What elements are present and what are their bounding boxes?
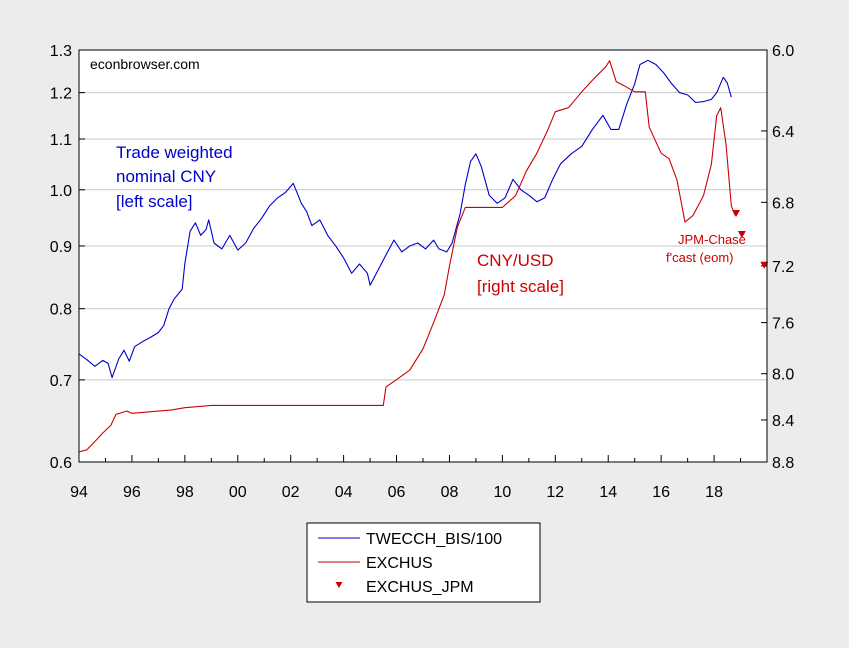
marker-exchus-jpm: [760, 261, 769, 269]
series-layer: [78, 59, 769, 453]
annotation-twc-line3: [left scale]: [116, 192, 193, 211]
legend-swatch-jpm: [335, 582, 343, 588]
x-tick-label: 94: [70, 484, 88, 501]
annotation-jpm-line1: JPM-Chase: [678, 232, 746, 247]
left-tick-label: 0.6: [50, 455, 72, 472]
right-tick-label: 7.6: [772, 316, 794, 333]
left-tick-label: 1.1: [50, 132, 72, 149]
right-tick-label: 6.0: [772, 43, 794, 60]
left-tick-label: 1.3: [50, 43, 72, 60]
right-tick-label: 8.4: [772, 413, 794, 430]
x-tick-label: 96: [123, 484, 141, 501]
left-tick-label: 1.2: [50, 86, 72, 103]
annotation-jpm-line2: f'cast (eom): [666, 250, 734, 265]
annotation-twc-line1: Trade weighted: [116, 143, 233, 162]
right-tick-label: 8.8: [772, 455, 794, 472]
watermark: econbrowser.com: [90, 56, 200, 72]
series-line-twecch-bis-100: [78, 59, 732, 379]
legend-label-jpm: EXCHUS_JPM: [366, 579, 474, 596]
x-tick-label: 10: [493, 484, 511, 501]
marker-exchus-jpm: [732, 209, 741, 217]
x-tick-label: 04: [335, 484, 353, 501]
x-tick-label: 98: [176, 484, 194, 501]
right-axis-labels: 6.0 6.4 6.8 7.2 7.6 8.0 8.4 8.8: [772, 43, 794, 472]
x-tick-label: 14: [599, 484, 617, 501]
x-tick-label: 18: [705, 484, 723, 501]
x-tick-label: 12: [546, 484, 564, 501]
left-tick-label: 1.0: [50, 183, 72, 200]
left-tick-label: 0.8: [50, 302, 72, 319]
grid: [79, 92, 767, 381]
x-tick-label: 00: [229, 484, 247, 501]
plot-frame: [78, 49, 768, 463]
legend-label-exchus: EXCHUS: [366, 555, 433, 572]
x-tick-label: 08: [441, 484, 459, 501]
annotation-exc-line1: CNY/USD: [477, 251, 554, 270]
left-axis-labels: 0.6 0.7 0.8 0.9 1.0 1.1 1.2 1.3: [50, 43, 72, 472]
left-tick-label: 0.9: [50, 239, 72, 256]
right-tick-label: 7.2: [772, 259, 794, 276]
x-tick-label: 02: [282, 484, 300, 501]
right-tick-label: 6.8: [772, 195, 794, 212]
legend-label-twc: TWECCH_BIS/100: [366, 531, 502, 548]
left-tick-label: 0.7: [50, 373, 72, 390]
right-tick-label: 6.4: [772, 124, 794, 141]
series-line-exchus: [78, 60, 736, 453]
legend: TWECCH_BIS/100 EXCHUS EXCHUS_JPM: [306, 522, 541, 603]
x-tick-label: 16: [652, 484, 670, 501]
annotation-exc-line2: [right scale]: [477, 277, 564, 296]
x-axis-labels: 94 96 98 00 02 04 06 08 10 12 14 16 18: [70, 484, 723, 501]
plot-area: [79, 50, 767, 462]
annotation-twc-line2: nominal CNY: [116, 167, 216, 186]
marker-exchus-jpm: [737, 230, 746, 238]
right-tick-label: 8.0: [772, 367, 794, 384]
x-tick-label: 06: [388, 484, 406, 501]
